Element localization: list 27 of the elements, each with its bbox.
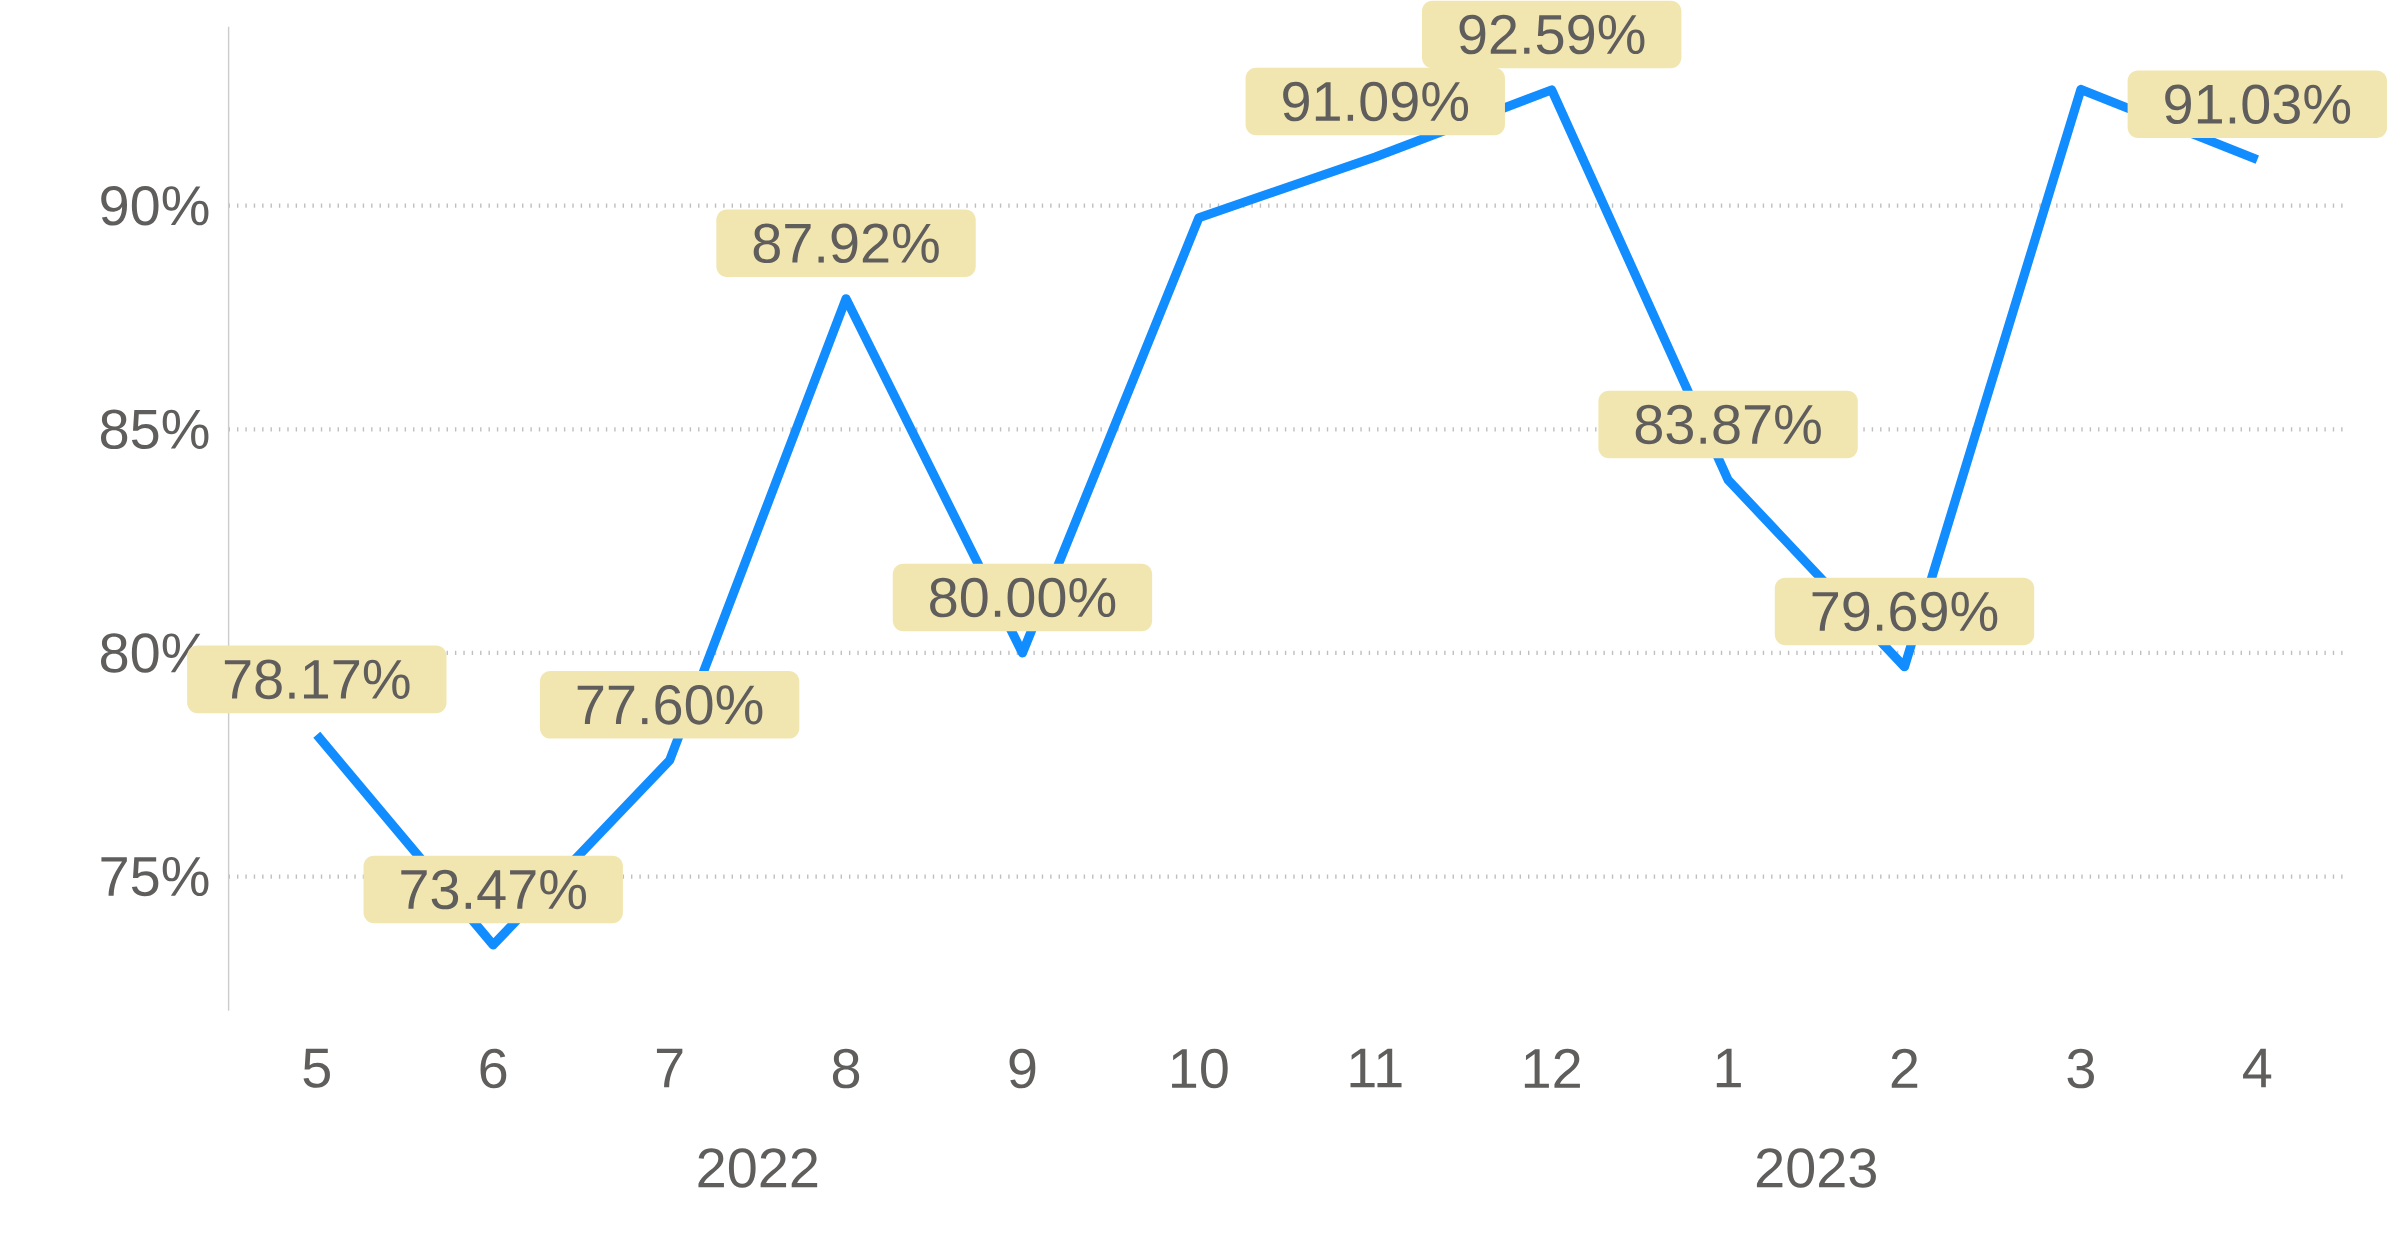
x-tick-label: 3 [2067,1048,2094,1089]
data-label: 80.00% [930,577,1116,618]
y-tick-label: 85% [100,409,209,449]
data-label: 92.59% [1459,14,1645,55]
x-tick-label: 4 [2243,1048,2272,1088]
data-label: 79.69% [1812,591,1998,632]
data-label: 73.47% [401,869,586,910]
x-tick-label: 11 [1350,1048,1402,1088]
y-tick-label: 75% [101,856,209,897]
text: 2022 [698,1148,818,1188]
x-tick-label: 8 [832,1048,860,1089]
y-tick-label: 90% [101,185,209,226]
x-tick-label: 10 [1172,1048,1228,1089]
x-tick-label: 7 [656,1048,683,1088]
text: 2023 [1756,1148,1876,1188]
data-label: 83.87% [1635,404,1821,445]
x-tick-label: 12 [1524,1048,1580,1088]
data-label: 77.60% [577,684,763,725]
data-label: 91.09% [1283,81,1469,122]
x-tick-label: 1 [1716,1048,1741,1088]
data-label: 78.17% [224,659,410,700]
data-label: 87.92% [753,223,939,263]
x-tick-label: 2 [1891,1048,1918,1088]
x-tick-label: 9 [1009,1048,1036,1089]
x-tick-label: 5 [303,1048,330,1088]
x-tick-label: 6 [480,1048,507,1089]
data-label: 91.03% [2165,84,2351,124]
